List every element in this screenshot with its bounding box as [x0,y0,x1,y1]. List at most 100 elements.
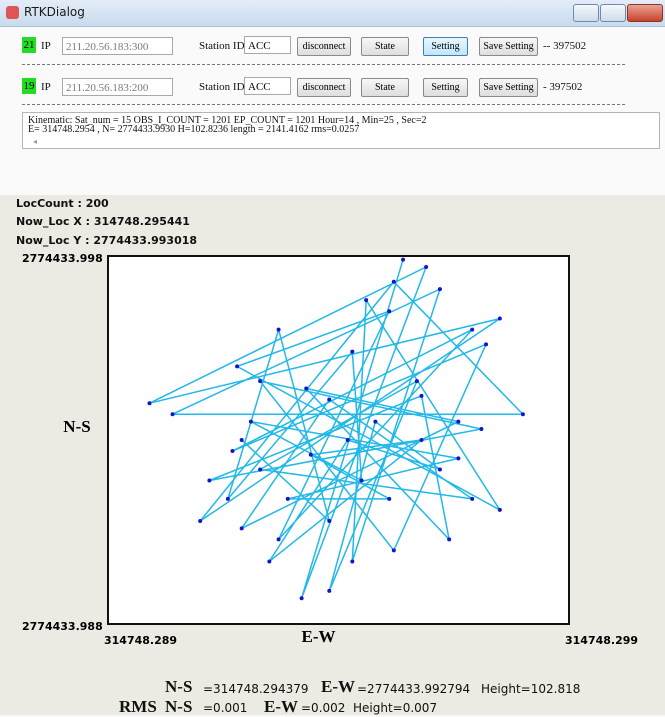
position-point [308,452,313,457]
position-point [456,456,461,461]
summary-label: E-W [321,677,355,696]
position-point [419,393,424,398]
maximize-button[interactable] [600,4,626,22]
summary-value: Height=102.818 [481,682,581,696]
ip-label: IP [41,40,51,52]
station-input[interactable]: ACC [244,36,291,54]
position-point [424,265,429,270]
position-point [299,596,304,601]
position-point [147,401,152,406]
rms-label: RMS [119,697,157,716]
position-point [327,518,332,523]
button[interactable]: disconnect [297,37,351,56]
position-point [239,438,244,442]
station-label: Station ID [199,81,245,93]
position-point [267,559,272,564]
summary-label: E-W [264,697,298,716]
position-point [327,397,332,402]
position-point [345,438,350,442]
log-line: E= 314748.2954 , N= 2774433.9930 H=102.8… [28,124,360,135]
position-point [497,507,502,512]
now-loc-x: Now_Loc X : 314748.295441 [16,215,190,228]
summary-value: =0.001 [203,701,248,715]
position-point [387,309,392,314]
button[interactable]: State [361,78,409,97]
separator [22,104,625,105]
scroll-arrow[interactable]: ◂ [33,137,38,146]
position-point [520,412,525,417]
position-point [276,327,281,332]
position-point [285,496,290,501]
button[interactable]: Setting [423,37,468,56]
position-point [235,364,240,369]
summary-label: N-S [165,697,193,716]
position-point [304,386,309,391]
summary-value: =0.002 [301,701,346,715]
position-point [419,438,424,442]
position-point [198,518,203,523]
position-point [327,588,332,593]
ip-input[interactable]: 211.20.56.183:200 [62,78,173,96]
x-axis-label: E-W [302,627,336,646]
y-tick-label: 2774433.998 [22,252,103,265]
loc-count: LocCount : 200 [16,197,109,210]
position-point [479,426,484,431]
position-point [497,316,502,321]
position-point [258,467,263,472]
button[interactable]: State [361,37,409,56]
position-point [437,467,442,472]
position-point [391,548,396,553]
position-point [350,349,355,354]
summary-value: =314748.294379 [203,682,309,696]
x-tick-label: 314748.299 [565,634,638,647]
minimize-button[interactable] [573,4,599,22]
position-point [470,327,475,332]
position-point [230,449,235,454]
position-point [401,257,406,262]
station-label: Station ID [199,40,245,52]
station-index: 19 [22,78,36,94]
ip-input[interactable]: 211.20.56.183:300 [62,37,173,55]
summary-value: Height=0.007 [353,701,438,715]
close-button[interactable] [627,4,663,22]
position-point [391,279,396,284]
window-title: RTKDialog [24,5,85,19]
position-point [170,412,175,417]
position-point [437,287,442,292]
position-point [225,496,230,501]
position-point [350,559,355,564]
position-point [258,379,263,384]
position-point [248,419,253,424]
station-input[interactable]: ACC [244,77,291,95]
button[interactable]: Setting [423,78,468,97]
title-bar: RTKDialog [0,0,665,27]
y-tick-label: 2774433.988 [22,620,103,633]
app-icon [6,6,19,19]
position-point [359,478,364,483]
summary-value: =2774433.992794 [357,682,471,696]
position-point [373,419,378,424]
log-box: Kinematic: Sat_num = 15 OBS_I_COUNT = 12… [22,112,660,149]
position-point [456,419,461,424]
status-text: -- 397502 [543,40,587,52]
position-point [447,537,452,542]
position-point [364,298,369,303]
ip-label: IP [41,81,51,93]
now-loc-y: Now_Loc Y : 2774433.993018 [16,234,198,247]
plot-area [107,255,570,625]
status-text: - 397502 [543,81,583,93]
position-point [414,379,419,384]
x-tick-label: 314748.289 [104,634,177,647]
separator [22,64,625,65]
position-point [207,478,212,483]
button[interactable]: disconnect [297,78,351,97]
button[interactable]: Save Setting [479,37,538,56]
y-axis-label: N-S [63,417,90,436]
button[interactable]: Save Setting [479,78,538,97]
position-point [239,526,244,531]
log-line: Kinematic: Sat_num = 15 OBS_I_COUNT = 12… [28,115,427,126]
position-point [470,496,475,501]
summary-label: N-S [165,677,193,696]
